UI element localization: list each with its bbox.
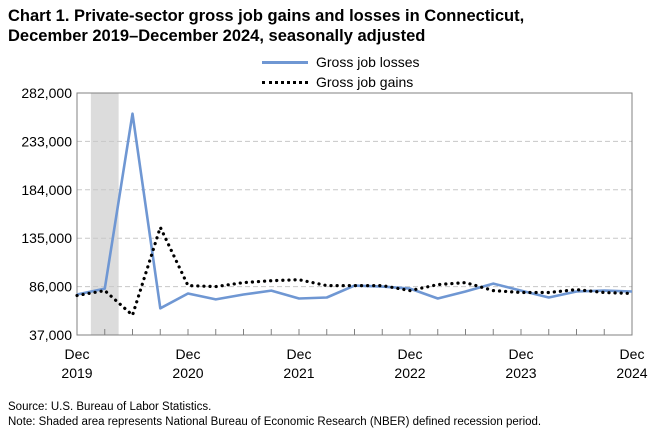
x-tick-label-month: Dec: [176, 346, 201, 362]
x-tick-label-month: Dec: [287, 346, 312, 362]
x-tick-label-year: 2019: [61, 365, 92, 381]
x-tick-label-month: Dec: [65, 346, 90, 362]
recession-note: Note: Shaded area represents National Bu…: [8, 416, 542, 428]
legend-swatch-losses: [262, 60, 308, 64]
chart-title-line1: Chart 1. Private-sector gross job gains …: [8, 7, 525, 25]
legend: Gross job losses Gross job gains: [262, 52, 419, 92]
y-tick-label: 184,000: [21, 182, 72, 198]
legend-label-losses: Gross job losses: [316, 54, 420, 70]
y-tick-label: 233,000: [21, 133, 72, 149]
legend-item-gains: Gross job gains: [262, 72, 419, 92]
x-tick-label-year: 2023: [505, 365, 536, 381]
recession-band: [90, 93, 119, 335]
y-tick-label: 37,000: [29, 327, 72, 343]
series-line-gross-job-losses: [76, 112, 633, 310]
x-tick-label-year: 2020: [172, 365, 203, 381]
legend-label-gains: Gross job gains: [316, 74, 414, 90]
y-tick-label: 86,000: [29, 279, 72, 295]
x-axis: Dec 2019 Dec 2020 Dec 2021 Dec 2022 Dec 2023 Dec 20…: [61, 329, 648, 381]
chart-title-line2: December 2019–December 2024, seasonally …: [8, 27, 426, 45]
recession-band-layer: [90, 93, 119, 335]
series-line-gross-job-gains: [75, 225, 634, 317]
y-axis: 37,000 86,000 135,000 184,000 233,000 282,000: [21, 85, 72, 343]
x-tick-label-month: Dec: [398, 346, 423, 362]
series-lines: [75, 112, 634, 317]
x-tick-label-year: 2022: [394, 365, 425, 381]
chart-title: Chart 1. Private-sector gross job gains …: [8, 6, 658, 46]
x-tick-label-month: Dec: [620, 346, 645, 362]
y-tick-label: 282,000: [21, 85, 72, 101]
y-tick-label: 135,000: [21, 230, 72, 246]
x-tick-label-month: Dec: [509, 346, 534, 362]
source-note: Source: U.S. Bureau of Labor Statistics.: [8, 401, 212, 413]
x-tick-label-year: 2021: [283, 365, 314, 381]
x-tick-label-year: 2024: [616, 365, 647, 381]
legend-swatch-gains: [262, 80, 308, 84]
legend-item-losses: Gross job losses: [262, 52, 419, 72]
gridlines: [77, 140, 632, 288]
footnotes: Source: U.S. Bureau of Labor Statistics.…: [8, 400, 541, 430]
